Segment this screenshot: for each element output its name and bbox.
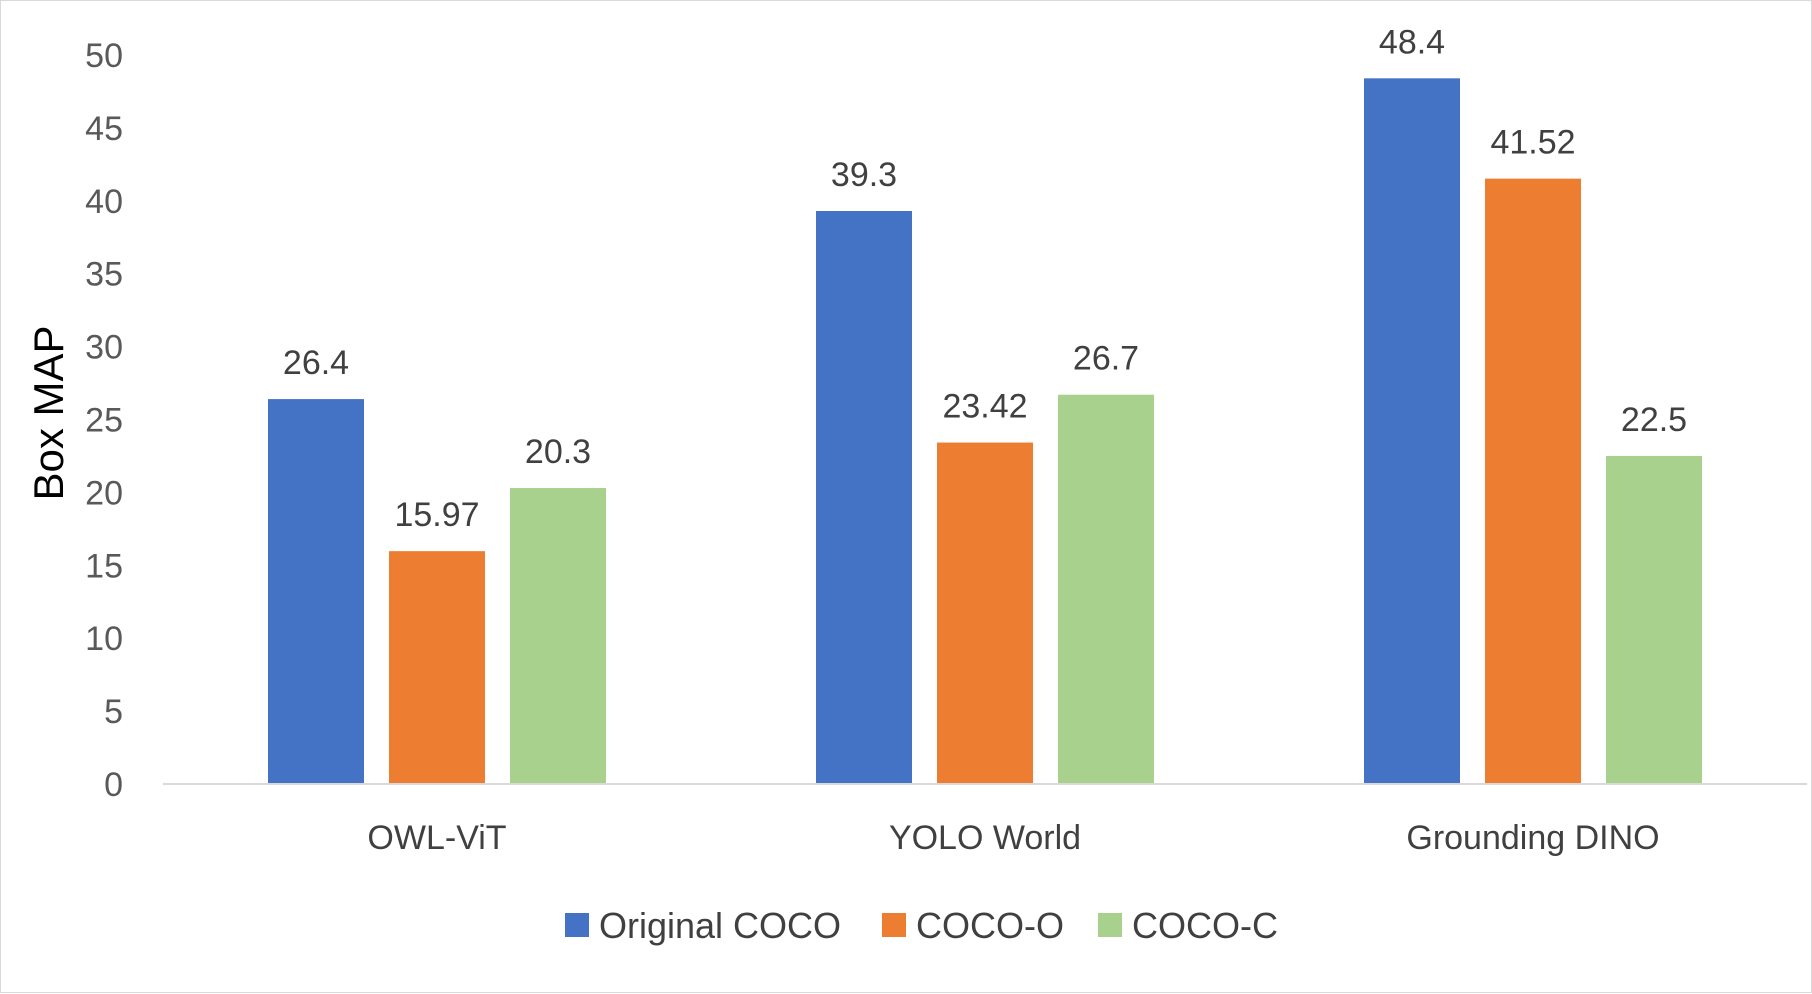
data-label: 22.5	[1621, 401, 1687, 439]
bar-original-coco-yolo-world	[816, 211, 912, 785]
data-label: 23.42	[942, 388, 1027, 426]
data-label: 20.3	[525, 433, 591, 471]
data-label: 39.3	[831, 156, 897, 194]
x-category-label: Grounding DINO	[1406, 819, 1659, 857]
y-tick-label: 5	[104, 693, 123, 731]
data-label: 48.4	[1379, 23, 1445, 61]
data-label: 26.7	[1073, 340, 1139, 378]
bar-coco-c-owl-vit	[510, 488, 606, 784]
bar-coco-o-grounding-dino	[1485, 178, 1581, 784]
y-tick-label: 30	[85, 329, 123, 367]
legend-swatch	[1098, 913, 1122, 937]
y-tick-label: 0	[104, 766, 123, 804]
legend: Original COCO COCO-O COCO-C	[565, 905, 1278, 946]
data-label: 41.52	[1490, 124, 1575, 162]
x-category-label: OWL-ViT	[367, 819, 506, 857]
y-tick-label: 45	[85, 110, 123, 148]
x-axis-categories: OWL-ViT YOLO World Grounding DINO	[367, 819, 1659, 857]
bar-coco-o-yolo-world	[937, 442, 1033, 784]
legend-swatch	[882, 913, 906, 937]
data-label: 15.97	[394, 496, 479, 534]
y-tick-label: 25	[85, 402, 123, 440]
legend-label: Original COCO	[599, 905, 841, 946]
bar-original-coco-owl-vit	[268, 399, 364, 784]
bars: 26.4 15.97 20.3 39.3 23.42 26.7 48.4 41.52 22.5	[268, 23, 1702, 785]
bar-original-coco-grounding-dino	[1364, 78, 1460, 784]
y-tick-label: 15	[85, 547, 123, 585]
bar-coco-c-yolo-world	[1058, 394, 1154, 784]
x-category-label: YOLO World	[889, 819, 1081, 857]
y-tick-label: 20	[85, 474, 123, 512]
legend-label: COCO-C	[1132, 905, 1278, 946]
legend-swatch	[565, 913, 589, 937]
y-axis-ticks: 0 5 10 15 20 25 30 35 40 45 50	[85, 37, 123, 804]
data-label: 26.4	[283, 344, 349, 382]
bar-coco-c-grounding-dino	[1606, 455, 1702, 784]
bar-coco-o-owl-vit	[389, 551, 485, 784]
legend-label: COCO-O	[916, 905, 1064, 946]
y-tick-label: 10	[85, 620, 123, 658]
y-axis-label: Box MAP	[25, 325, 72, 500]
y-tick-label: 40	[85, 183, 123, 221]
y-tick-label: 35	[85, 256, 123, 294]
y-tick-label: 50	[85, 37, 123, 75]
